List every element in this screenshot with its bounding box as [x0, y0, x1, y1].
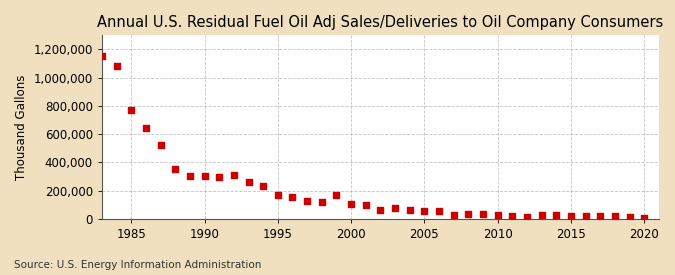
Point [580, 214, 591, 218]
Point [170, 167, 181, 172]
Point [287, 195, 298, 199]
Text: Source: U.S. Energy Information Administration: Source: U.S. Energy Information Administ… [14, 260, 261, 270]
Point [214, 175, 225, 179]
Point [346, 202, 356, 206]
Point [258, 184, 269, 188]
Point [610, 214, 620, 218]
Point [302, 199, 313, 203]
Point [507, 214, 518, 218]
Point [433, 209, 444, 213]
Point [566, 214, 576, 218]
Y-axis label: Thousand Gallons: Thousand Gallons [15, 74, 28, 180]
Point [522, 214, 533, 219]
Point [492, 213, 503, 218]
Point [273, 192, 284, 197]
Point [419, 209, 430, 213]
Point [595, 214, 605, 218]
Point [111, 64, 122, 68]
Point [243, 180, 254, 184]
Point [360, 203, 371, 208]
Point [639, 216, 649, 220]
Point [228, 173, 239, 177]
Point [404, 208, 415, 213]
Point [624, 215, 635, 219]
Point [155, 143, 166, 148]
Point [463, 212, 474, 217]
Point [536, 213, 547, 218]
Point [199, 174, 210, 178]
Point [97, 54, 107, 59]
Point [551, 213, 562, 218]
Point [184, 174, 195, 178]
Title: Annual U.S. Residual Fuel Oil Adj Sales/Deliveries to Oil Company Consumers: Annual U.S. Residual Fuel Oil Adj Sales/… [97, 15, 664, 30]
Point [126, 108, 136, 112]
Point [448, 213, 459, 218]
Point [375, 208, 386, 213]
Point [331, 193, 342, 198]
Point [389, 206, 400, 210]
Point [478, 212, 489, 217]
Point [317, 200, 327, 205]
Point [140, 126, 151, 131]
